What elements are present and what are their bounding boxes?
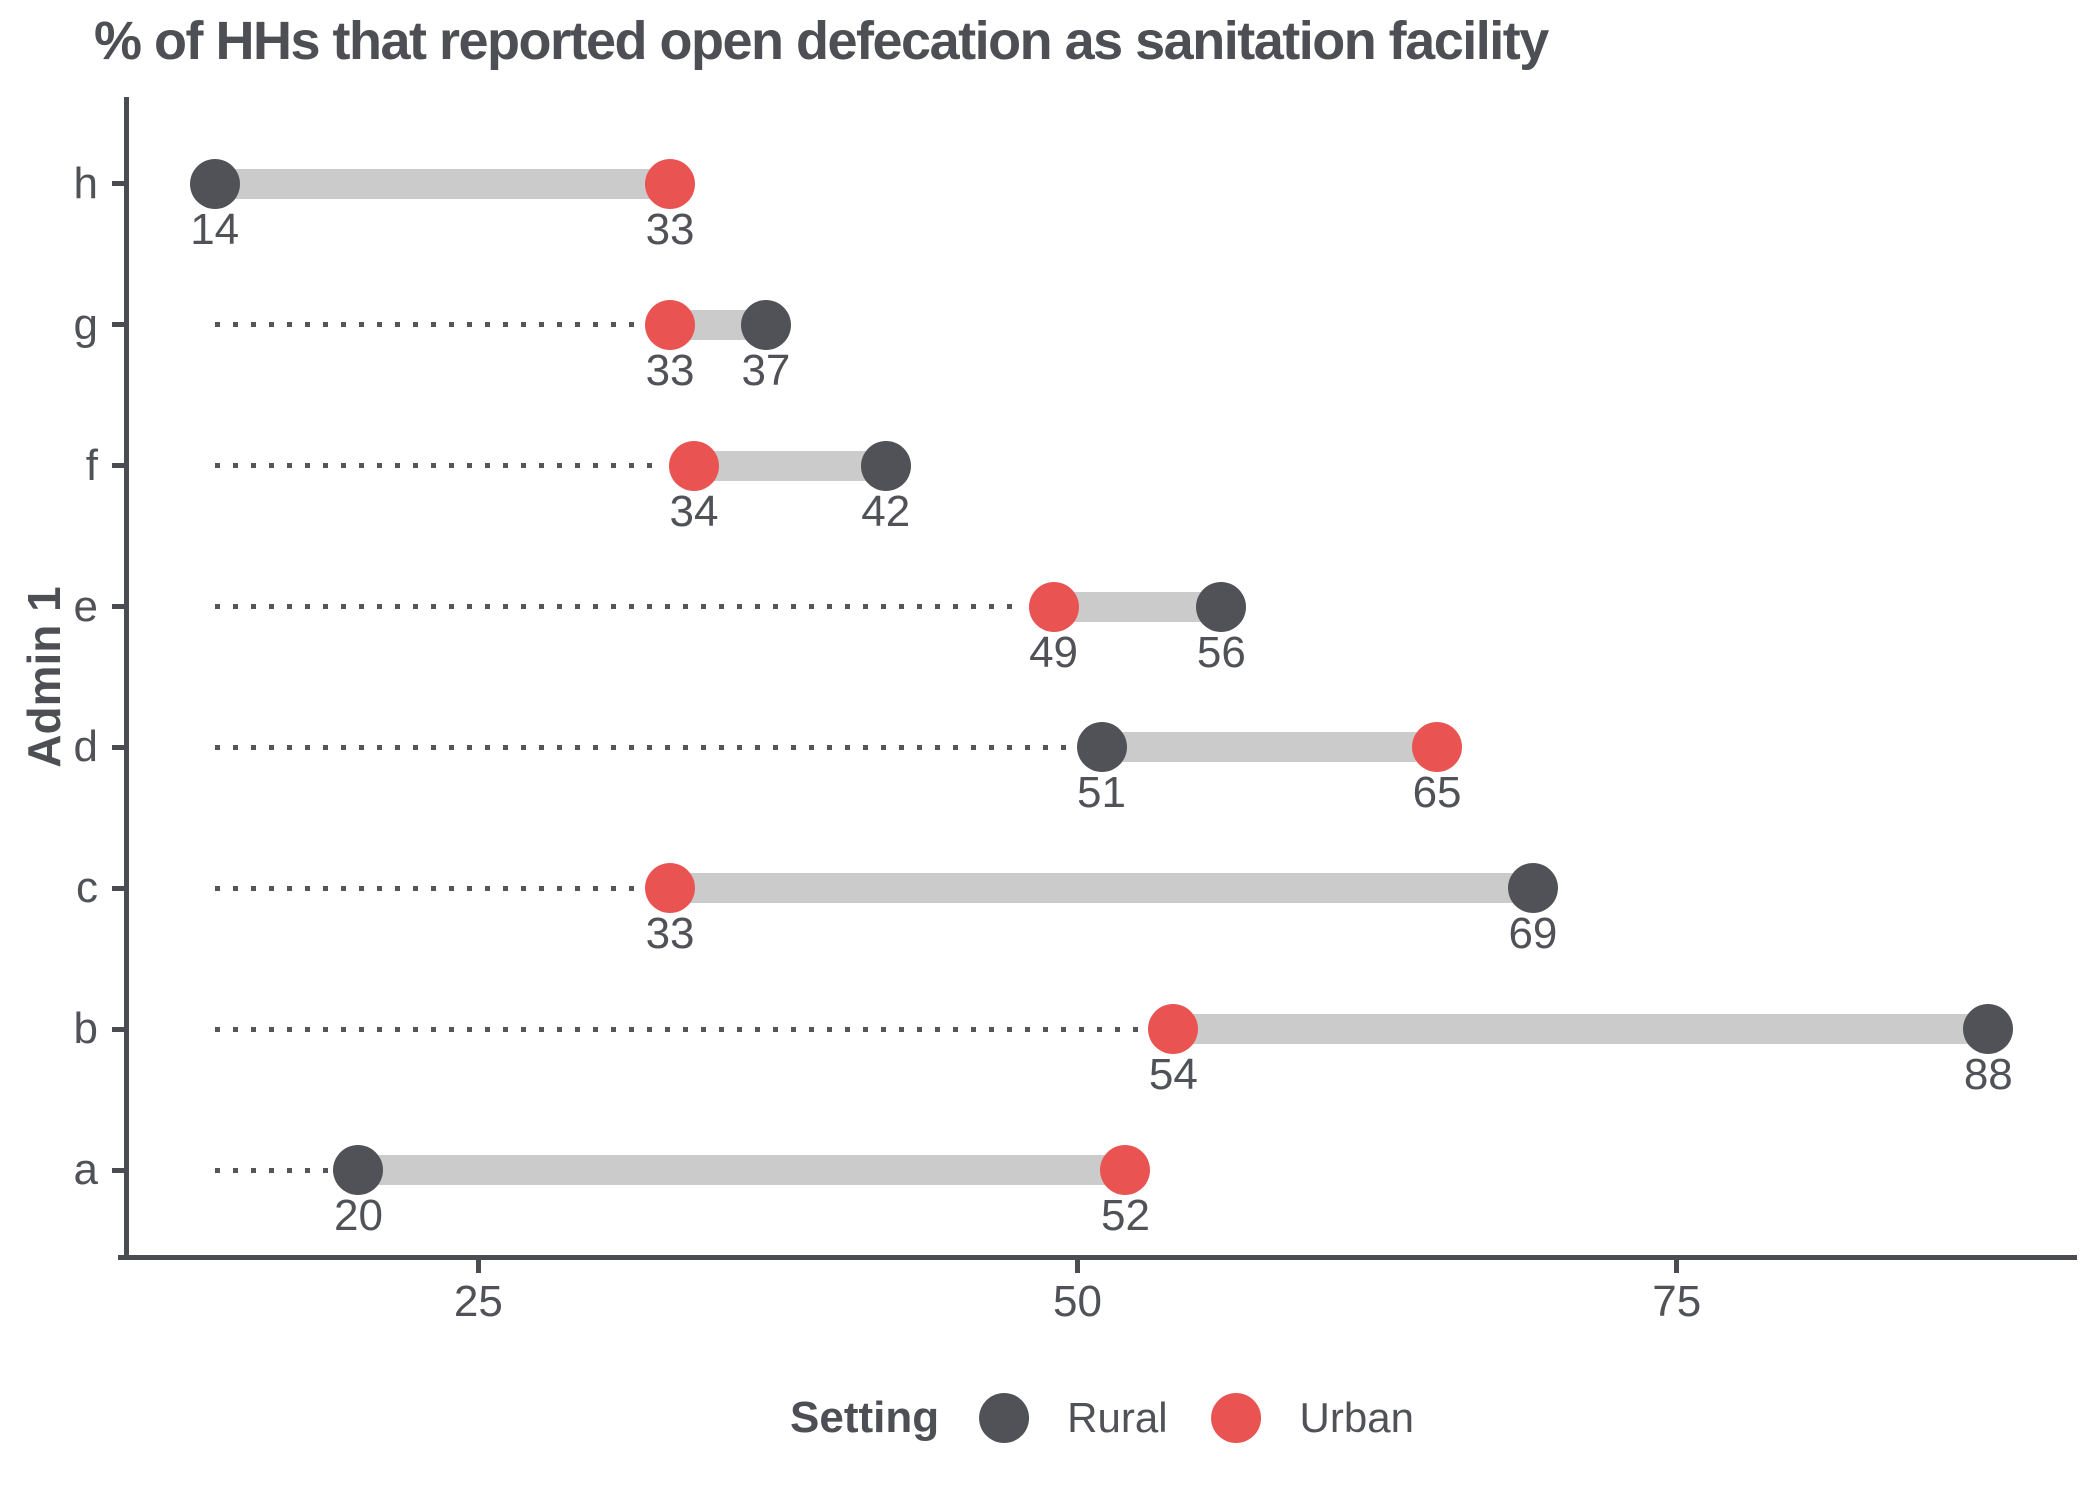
value-label-urban: 65	[1412, 768, 1462, 818]
value-label-rural: 88	[1963, 1050, 2013, 1100]
connector-dotted-line	[214, 885, 642, 891]
category-label: c	[76, 863, 98, 913]
value-label-rural: 42	[861, 486, 911, 536]
x-tick-label: 50	[1053, 1277, 1102, 1326]
category-label: f	[85, 440, 98, 490]
connector-dotted-line	[214, 744, 1073, 750]
legend-label-rural: Rural	[1067, 1394, 1168, 1441]
category-tick	[112, 744, 126, 750]
value-label-rural: 51	[1077, 768, 1126, 818]
x-tick-label: 25	[453, 1277, 503, 1326]
category-label: a	[73, 1145, 98, 1195]
dot-rural	[740, 299, 791, 350]
dot-rural	[1507, 863, 1558, 914]
dot-rural	[1963, 1004, 2014, 1055]
value-label-urban: 49	[1029, 627, 1079, 677]
legend-title: Setting	[790, 1393, 940, 1442]
value-label-urban: 54	[1148, 1050, 1198, 1100]
dot-urban	[1100, 1145, 1151, 1196]
dot-urban	[645, 158, 696, 209]
dot-rural	[333, 1145, 384, 1196]
range-band	[670, 873, 1533, 904]
value-label-urban: 34	[669, 486, 719, 536]
category-label: h	[73, 158, 98, 208]
range-band	[358, 1155, 1126, 1186]
value-label-rural: 14	[190, 204, 240, 254]
x-tick-label: 75	[1652, 1277, 1702, 1326]
category-tick	[112, 181, 126, 187]
dot-rural	[860, 440, 911, 491]
range-band	[1053, 591, 1222, 622]
category-tick	[112, 885, 126, 891]
value-label-urban: 52	[1100, 1191, 1150, 1241]
legend: Setting Rural Urban	[790, 1393, 1414, 1443]
connector-dotted-line	[214, 463, 666, 469]
urban-dot-icon	[1211, 1393, 1262, 1443]
x-tick	[1075, 1260, 1081, 1273]
connector-dotted-line	[214, 604, 1025, 609]
legend-item-rural: Rural	[979, 1393, 1168, 1443]
value-label-rural: 37	[741, 345, 791, 395]
dot-urban	[645, 863, 696, 914]
x-axis-line	[118, 1255, 2077, 1260]
range-band	[1101, 732, 1438, 763]
dot-urban	[669, 440, 720, 491]
range-band	[1173, 1014, 1989, 1045]
connector-dotted-line	[214, 322, 642, 328]
category-tick	[112, 1167, 126, 1173]
dot-rural	[1076, 722, 1127, 773]
dot-urban	[1412, 722, 1463, 773]
category-tick	[112, 463, 126, 469]
category-tick	[112, 1026, 126, 1032]
dot-rural	[189, 158, 240, 209]
category-label: b	[73, 1004, 98, 1054]
value-label-rural: 56	[1196, 627, 1246, 677]
chart-title: % of HHs that reported open defecation a…	[94, 11, 1549, 71]
range-band	[694, 450, 886, 481]
dot-urban	[645, 299, 696, 350]
rural-dot-icon	[979, 1393, 1030, 1443]
value-label-urban: 33	[645, 909, 695, 959]
connector-dotted-line	[214, 1167, 330, 1173]
value-label-urban: 33	[645, 204, 695, 254]
legend-label-urban: Urban	[1299, 1394, 1414, 1441]
dot-urban	[1028, 581, 1079, 632]
x-tick	[475, 1260, 481, 1273]
value-label-rural: 69	[1508, 909, 1558, 959]
x-tick	[1674, 1260, 1680, 1273]
legend-item-urban: Urban	[1211, 1393, 1414, 1443]
category-tick	[112, 322, 126, 328]
category-tick	[112, 604, 126, 609]
y-axis-line	[124, 97, 129, 1259]
value-label-urban: 33	[645, 345, 695, 395]
category-label: e	[73, 581, 98, 631]
value-label-rural: 20	[334, 1191, 383, 1241]
category-label: d	[73, 722, 98, 772]
category-label: g	[73, 299, 98, 349]
range-band	[214, 168, 671, 199]
dot-rural	[1196, 581, 1247, 632]
connector-dotted-line	[214, 1026, 1145, 1032]
dot-urban	[1148, 1004, 1199, 1055]
